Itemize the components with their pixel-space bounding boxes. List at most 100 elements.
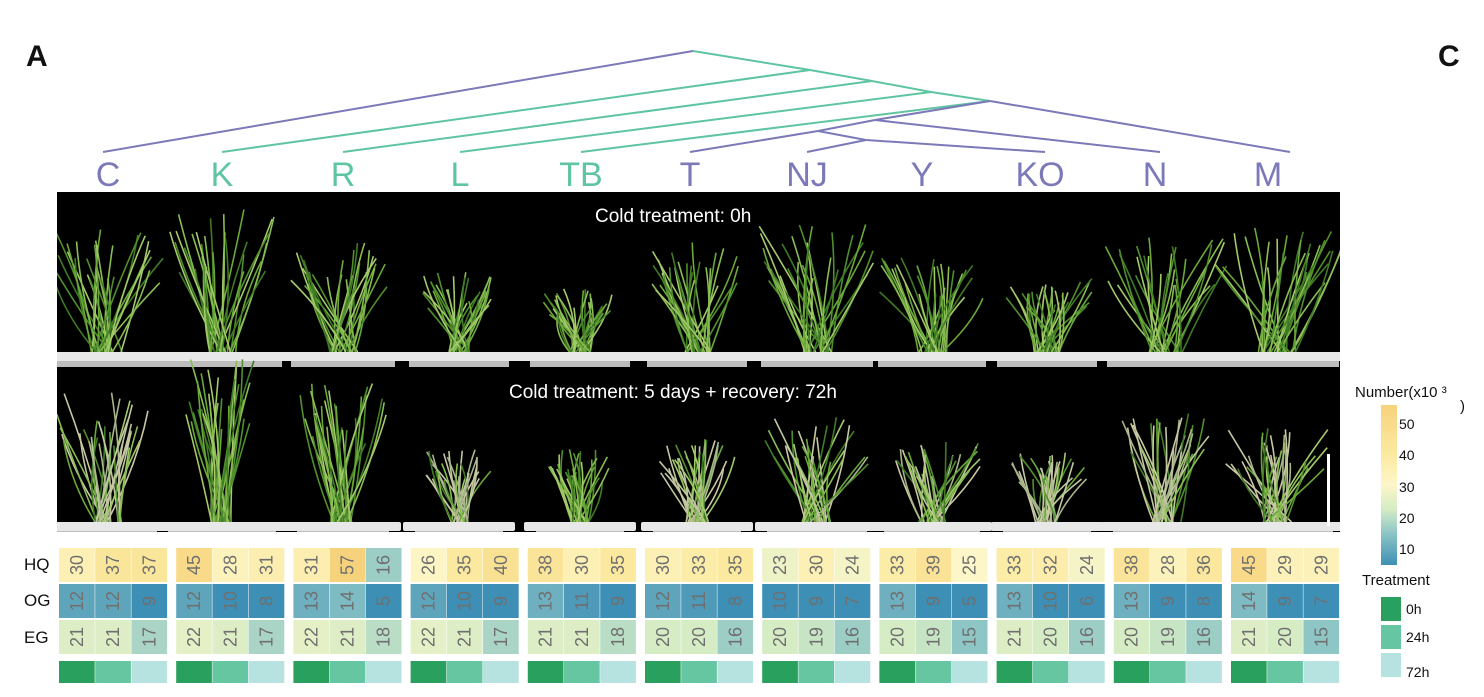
variety-label-nj: NJ: [786, 156, 828, 194]
plant-tuft: [57, 392, 149, 523]
heatmap-value: 20: [887, 627, 907, 647]
heatmap-cell: [717, 620, 754, 654]
plant-tuft: [651, 242, 739, 353]
tree-branch: [930, 91, 991, 102]
heatmap-value: 9: [1275, 596, 1295, 606]
plant-pot: [415, 531, 503, 532]
tree-branch: [689, 130, 819, 153]
plant-photo-panel: Cold treatment: 0h Cold treatment: 5 day…: [57, 192, 1340, 532]
tree-branch: [874, 119, 1161, 153]
heatmap-value: 29: [1275, 555, 1295, 575]
heatmap-cell: [446, 548, 483, 582]
treatment-label-0h: 0h: [1406, 601, 1422, 617]
tree-branch: [874, 100, 991, 121]
treatment-bar: [1186, 661, 1222, 683]
heatmap-value: 29: [1311, 555, 1331, 575]
row-label-hq: HQ: [24, 555, 50, 574]
heatmap-value: 28: [220, 555, 240, 575]
heatmap-value: 20: [689, 627, 709, 647]
heatmap-value: 13: [301, 591, 321, 611]
heatmap-cell: [1150, 620, 1186, 654]
heatmap-value: 36: [1194, 555, 1214, 575]
treatment-bar: [798, 661, 835, 683]
heatmap-value: 10: [1041, 591, 1061, 611]
heatmap-cell: [446, 620, 483, 654]
heatmap-value: 40: [491, 555, 511, 575]
plant-pot: [1113, 531, 1221, 532]
heatmap-value: 21: [337, 627, 357, 647]
treatment-swatch-24h: [1381, 625, 1401, 649]
heatmap-cell: [1267, 548, 1303, 582]
heatmap-cell: [59, 620, 95, 654]
plant-tuft: [1225, 428, 1329, 523]
heatmap-value: 6: [1077, 596, 1097, 606]
heatmap-value: 19: [1158, 627, 1178, 647]
plant-pot: [641, 522, 753, 531]
caption-cold-recovery: Cold treatment: 5 days + recovery: 72h: [509, 382, 837, 403]
treatment-bar: [915, 661, 952, 683]
heatmap-cell: [483, 620, 519, 654]
heatmap-value: 16: [1194, 627, 1214, 647]
plant-tuft: [1005, 278, 1093, 353]
treatment-bar: [564, 661, 600, 683]
heatmap-cell: [564, 548, 600, 582]
plant-pot: [150, 352, 294, 361]
heatmap-cell: [131, 620, 168, 654]
plant-pot: [291, 361, 395, 367]
plant-pot: [647, 361, 747, 367]
heatmap-value: 33: [887, 555, 907, 575]
legend-tick: 30: [1399, 479, 1415, 495]
heatmap-value: 7: [1311, 596, 1331, 606]
heatmap-cell: [1186, 620, 1222, 654]
heatmap-cell: [1032, 548, 1069, 582]
heatmap-cell: [798, 620, 835, 654]
heatmap-cell: [131, 548, 168, 582]
heatmap-value: 18: [374, 627, 394, 647]
heatmap-value: 20: [1122, 627, 1142, 647]
heatmap-value: 30: [67, 555, 87, 575]
heatmap-value: 31: [256, 555, 276, 575]
heatmap-value: 21: [455, 627, 475, 647]
tree-branch: [580, 100, 991, 153]
plant-pot: [162, 361, 282, 367]
plant-pot: [524, 522, 636, 531]
heatmap-value: 24: [1077, 555, 1097, 575]
treatment-bar: [1032, 661, 1069, 683]
heatmap-value: 30: [806, 555, 826, 575]
heatmap-cell: [1303, 620, 1340, 654]
treatment-bar: [95, 661, 131, 683]
heatmap-value: 33: [689, 555, 709, 575]
heatmap-value: 17: [491, 627, 511, 647]
heatmap-value: 17: [256, 627, 276, 647]
heatmap-value: 37: [139, 555, 159, 575]
plant-pot: [279, 352, 407, 361]
legend-tick: 20: [1399, 510, 1415, 526]
plant-pot: [755, 522, 879, 531]
heatmap-cell: [329, 584, 366, 618]
heatmap-cell: [834, 620, 871, 654]
plant-pot: [168, 531, 276, 532]
plant-tuft: [758, 224, 875, 353]
heatmap-cell: [879, 620, 916, 654]
heatmap-cell: [915, 620, 952, 654]
variety-label-k: K: [211, 156, 234, 194]
heatmap-cell: [1231, 620, 1267, 654]
treatment-label-72h: 72h: [1406, 664, 1430, 680]
tree-branch: [817, 130, 867, 141]
heatmap-value: 16: [1077, 627, 1097, 647]
heatmap-cell: [762, 620, 798, 654]
tree-branch: [989, 100, 1291, 153]
plant-pot: [1101, 522, 1233, 531]
plant-tuft: [1214, 227, 1340, 353]
heatmap-value: 18: [608, 627, 628, 647]
plant-pot: [872, 522, 992, 531]
heatmap-cell: [645, 548, 681, 582]
heatmap-value: 8: [725, 596, 745, 606]
heatmap-cell: [483, 584, 519, 618]
plant-pot: [878, 361, 986, 367]
variety-label-y: Y: [911, 156, 934, 194]
plant-pot: [997, 361, 1097, 367]
heatmap-cell: [1303, 548, 1340, 582]
plant-illustrations: [57, 209, 1340, 532]
heatmap-value: 11: [572, 592, 592, 611]
